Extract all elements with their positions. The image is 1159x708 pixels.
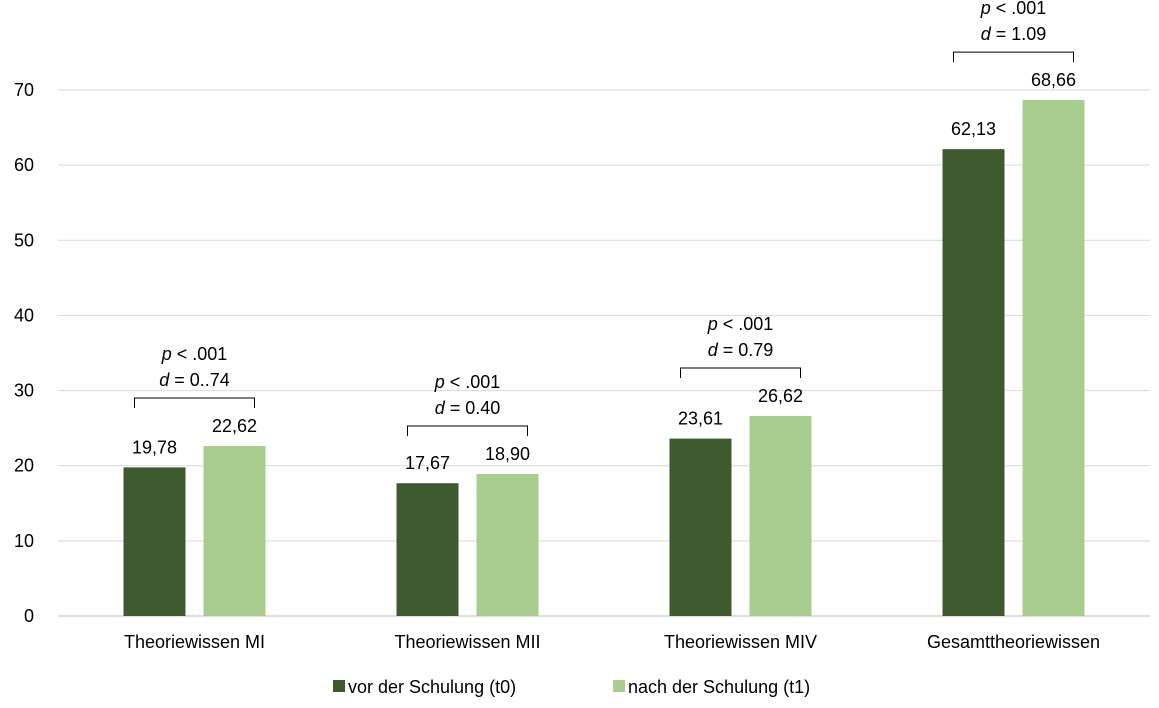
y-tick-label: 70 (14, 80, 34, 100)
data-label: 19,78 (132, 437, 177, 457)
y-tick-label: 10 (14, 531, 34, 551)
category-label: Gesamttheoriewissen (927, 632, 1100, 652)
data-label: 23,61 (678, 409, 723, 429)
effect-size-label: d = 0.79 (708, 340, 774, 360)
significance-bracket (134, 397, 255, 409)
effect-size-label: d = 0.40 (435, 398, 501, 418)
data-label: 18,90 (485, 444, 530, 464)
legend-swatch (333, 680, 345, 692)
bar (749, 415, 812, 616)
data-label: 22,62 (212, 416, 257, 436)
data-label: 17,67 (405, 453, 450, 473)
legend-label: vor der Schulung (t0) (348, 677, 516, 697)
data-label: 68,66 (1031, 70, 1076, 90)
bar (1022, 100, 1085, 616)
p-value-label: p < .001 (434, 372, 501, 392)
bar (123, 467, 186, 616)
bar (203, 446, 266, 616)
p-value-label: p < .001 (980, 0, 1047, 18)
bar (669, 438, 732, 616)
legend-swatch (613, 680, 625, 692)
y-tick-label: 60 (14, 155, 34, 175)
y-tick-label: 0 (24, 606, 34, 626)
data-label: 26,62 (758, 386, 803, 406)
y-tick-label: 30 (14, 381, 34, 401)
y-tick-label: 20 (14, 456, 34, 476)
p-value-label: p < .001 (161, 344, 228, 364)
significance-bracket (407, 425, 528, 436)
bar (942, 149, 1005, 616)
p-value-label: p < .001 (707, 314, 774, 334)
significance-bracket (680, 367, 801, 378)
legend-label: nach der Schulung (t1) (628, 677, 810, 697)
category-label: Theoriewissen MIV (664, 632, 817, 652)
data-label: 62,13 (951, 119, 996, 139)
category-label: Theoriewissen MI (124, 632, 265, 652)
significance-bracket (953, 51, 1074, 63)
bar (396, 483, 459, 616)
category-label: Theoriewissen MII (394, 632, 540, 652)
y-tick-label: 40 (14, 305, 34, 325)
y-tick-label: 50 (14, 230, 34, 250)
effect-size-label: d = 0..74 (159, 370, 230, 390)
effect-size-label: d = 1.09 (981, 24, 1047, 44)
bar (476, 473, 539, 616)
